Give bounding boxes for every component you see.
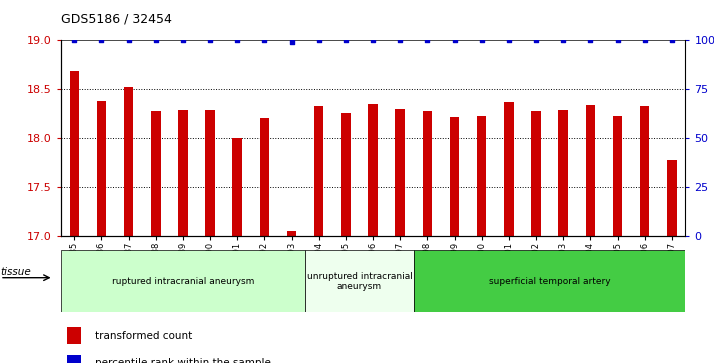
Point bbox=[612, 37, 623, 43]
Bar bbox=[613, 117, 623, 363]
Bar bbox=[124, 87, 134, 363]
Bar bbox=[504, 102, 513, 363]
Bar bbox=[396, 109, 405, 363]
Bar bbox=[414, 250, 685, 312]
Bar bbox=[96, 101, 106, 363]
Bar bbox=[287, 231, 296, 363]
Bar bbox=[206, 110, 215, 363]
Text: percentile rank within the sample: percentile rank within the sample bbox=[95, 358, 271, 363]
Bar bbox=[531, 111, 540, 363]
Bar bbox=[305, 250, 414, 312]
Point bbox=[422, 37, 433, 43]
Bar bbox=[640, 106, 650, 363]
Point bbox=[666, 37, 678, 43]
Bar bbox=[69, 71, 79, 363]
Point bbox=[340, 37, 351, 43]
Text: superficial temporal artery: superficial temporal artery bbox=[489, 277, 610, 286]
Point bbox=[476, 37, 488, 43]
Point bbox=[585, 37, 596, 43]
Text: tissue: tissue bbox=[0, 267, 31, 277]
Point bbox=[258, 37, 270, 43]
Bar bbox=[341, 114, 351, 363]
Bar bbox=[667, 159, 677, 363]
Point bbox=[96, 37, 107, 43]
Bar bbox=[260, 118, 269, 363]
Bar bbox=[233, 138, 242, 363]
Text: GDS5186 / 32454: GDS5186 / 32454 bbox=[61, 12, 171, 25]
Bar bbox=[368, 104, 378, 363]
Text: ruptured intracranial aneurysm: ruptured intracranial aneurysm bbox=[111, 277, 254, 286]
Bar bbox=[67, 355, 81, 363]
Point bbox=[395, 37, 406, 43]
Point bbox=[177, 37, 188, 43]
Bar bbox=[61, 250, 305, 312]
Point bbox=[558, 37, 569, 43]
Text: unruptured intracranial
aneurysm: unruptured intracranial aneurysm bbox=[306, 272, 413, 291]
Point bbox=[313, 37, 324, 43]
Bar bbox=[423, 111, 432, 363]
Point bbox=[531, 37, 542, 43]
Bar bbox=[450, 117, 459, 363]
Bar bbox=[178, 110, 188, 363]
Point bbox=[123, 37, 134, 43]
Bar bbox=[67, 327, 81, 344]
Point bbox=[367, 37, 378, 43]
Bar bbox=[558, 110, 568, 363]
Point bbox=[231, 37, 243, 43]
Point bbox=[150, 37, 161, 43]
Text: transformed count: transformed count bbox=[95, 331, 192, 340]
Point bbox=[449, 37, 461, 43]
Bar bbox=[314, 106, 323, 363]
Point bbox=[69, 37, 80, 43]
Point bbox=[204, 37, 216, 43]
Point bbox=[639, 37, 650, 43]
Point bbox=[503, 37, 515, 43]
Bar bbox=[585, 105, 595, 363]
Point bbox=[286, 39, 297, 45]
Bar bbox=[477, 117, 486, 363]
Bar bbox=[151, 111, 161, 363]
